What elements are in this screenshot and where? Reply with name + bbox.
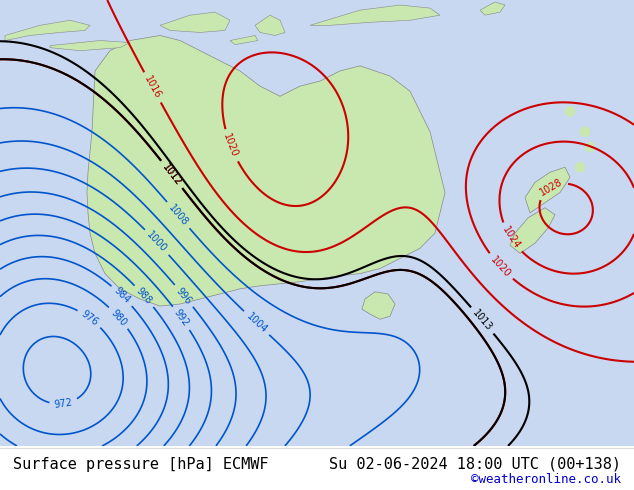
Polygon shape	[5, 20, 90, 41]
Text: 1028: 1028	[538, 176, 564, 197]
Polygon shape	[87, 35, 445, 306]
Text: 1012: 1012	[160, 162, 183, 187]
Text: 996: 996	[174, 286, 193, 306]
Text: 1024: 1024	[500, 225, 522, 251]
Polygon shape	[525, 167, 570, 213]
Text: 1016: 1016	[142, 74, 163, 100]
Polygon shape	[362, 292, 395, 319]
Text: 1004: 1004	[244, 311, 269, 335]
Polygon shape	[230, 35, 258, 45]
Polygon shape	[480, 2, 505, 15]
Polygon shape	[50, 41, 130, 50]
Circle shape	[580, 127, 590, 137]
Text: 1013: 1013	[470, 308, 494, 333]
Polygon shape	[255, 15, 285, 35]
Text: 984: 984	[112, 286, 132, 306]
Text: 1020: 1020	[489, 254, 512, 279]
Text: Surface pressure [hPa] ECMWF: Surface pressure [hPa] ECMWF	[13, 457, 268, 472]
Text: ©weatheronline.co.uk: ©weatheronline.co.uk	[471, 472, 621, 486]
Text: 972: 972	[54, 397, 74, 410]
Text: 1012: 1012	[160, 162, 183, 187]
Text: 976: 976	[79, 309, 100, 328]
Circle shape	[565, 106, 575, 117]
Text: 988: 988	[134, 286, 154, 306]
Polygon shape	[310, 5, 440, 25]
Text: Su 02-06-2024 18:00 UTC (00+138): Su 02-06-2024 18:00 UTC (00+138)	[329, 457, 621, 472]
Circle shape	[585, 142, 595, 152]
Text: 1000: 1000	[145, 230, 169, 254]
Text: 1020: 1020	[222, 132, 240, 159]
Polygon shape	[510, 208, 555, 253]
Text: 992: 992	[172, 308, 191, 329]
Circle shape	[575, 162, 585, 172]
Text: 980: 980	[109, 307, 129, 328]
Text: 1008: 1008	[167, 202, 190, 228]
Polygon shape	[160, 12, 230, 32]
